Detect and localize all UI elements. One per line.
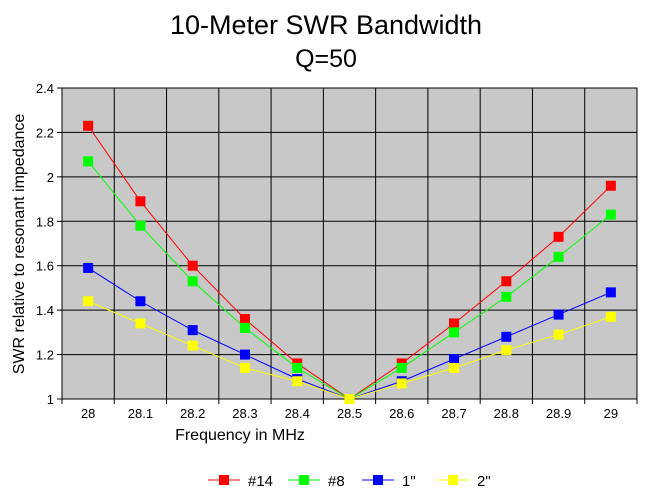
x-tick-label: 28.6	[389, 406, 414, 421]
data-point	[396, 378, 407, 389]
y-axis-label: SWR relative to resonant impedance	[11, 114, 28, 375]
data-point	[396, 362, 407, 373]
data-point	[605, 287, 616, 298]
legend-item: 1"	[362, 473, 416, 490]
data-point	[449, 362, 460, 373]
data-point	[553, 251, 564, 262]
legend-label: #8	[328, 473, 345, 490]
data-point	[83, 156, 94, 167]
y-tick-label: 1.8	[36, 214, 54, 229]
data-point	[83, 296, 94, 307]
x-tick-label: 28.5	[337, 406, 362, 421]
legend-label: #14	[248, 473, 273, 490]
data-point	[605, 209, 616, 220]
data-point	[292, 362, 303, 373]
y-tick-label: 2.2	[36, 125, 54, 140]
chart-subtitle: Q=50	[295, 45, 357, 73]
data-point	[135, 196, 146, 207]
data-point	[553, 231, 564, 242]
data-point	[135, 220, 146, 231]
data-point	[501, 345, 512, 356]
legend-item: #8	[288, 473, 345, 490]
data-point	[605, 180, 616, 191]
data-point	[449, 354, 460, 365]
data-point	[449, 318, 460, 329]
data-point	[83, 262, 94, 273]
data-point	[501, 291, 512, 302]
x-tick-label: 28.7	[441, 406, 466, 421]
data-point	[501, 331, 512, 342]
plot-area	[61, 87, 638, 400]
data-point	[501, 276, 512, 287]
y-tick-label: 2	[47, 170, 54, 185]
x-tick-label: 28.1	[128, 406, 153, 421]
y-tick-label: 1.2	[36, 348, 54, 363]
data-point	[135, 318, 146, 329]
data-point	[239, 362, 250, 373]
legend-marker	[373, 475, 383, 485]
legend-marker	[448, 475, 458, 485]
legend-label: 1"	[402, 473, 416, 490]
data-point	[187, 276, 198, 287]
data-point	[292, 376, 303, 387]
data-point	[553, 309, 564, 320]
legend-marker	[299, 475, 309, 485]
x-tick-label: 28.3	[232, 406, 257, 421]
data-point	[187, 260, 198, 271]
chart-title: 10-Meter SWR Bandwidth	[170, 10, 482, 40]
x-tick-label: 28.8	[494, 406, 519, 421]
x-axis-label: Frequency in MHz	[175, 427, 305, 444]
legend-item: #14	[208, 473, 273, 490]
data-point	[187, 325, 198, 336]
data-point	[135, 296, 146, 307]
data-point	[605, 311, 616, 322]
data-point	[239, 314, 250, 325]
legend-label: 2"	[477, 473, 491, 490]
data-point	[187, 340, 198, 351]
x-tick-label: 28.4	[285, 406, 310, 421]
data-point	[449, 327, 460, 338]
x-tick-label: 28.9	[546, 406, 571, 421]
data-point	[344, 394, 355, 404]
legend-item: 2"	[437, 473, 491, 490]
x-tick-label: 28	[81, 406, 95, 421]
data-point	[239, 322, 250, 333]
x-tick-label: 29	[604, 406, 618, 421]
y-tick-label: 1.6	[36, 259, 54, 274]
y-tick-label: 1.4	[36, 303, 54, 318]
y-tick-label: 2.4	[36, 81, 54, 96]
y-tick-label: 1	[47, 392, 54, 407]
data-point	[83, 120, 94, 131]
data-point	[239, 349, 250, 360]
x-tick-label: 28.2	[180, 406, 205, 421]
data-point	[553, 329, 564, 340]
legend-marker	[219, 475, 229, 485]
series-3	[83, 296, 616, 404]
